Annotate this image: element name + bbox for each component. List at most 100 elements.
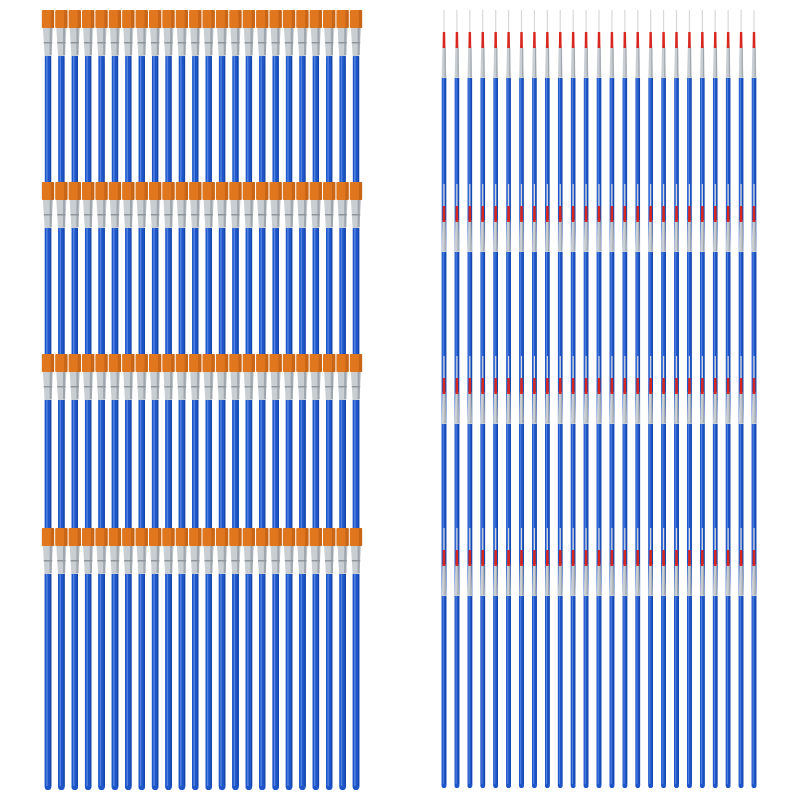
ferrule-shadow bbox=[344, 370, 347, 399]
ferrule-shadow bbox=[116, 370, 119, 399]
ferrule-shadow bbox=[304, 198, 307, 227]
handle-highlight bbox=[220, 572, 222, 786]
ferrule-shadow bbox=[49, 544, 52, 573]
brush-red-tip bbox=[623, 206, 627, 222]
brush-bristles bbox=[650, 528, 652, 550]
brush-bristles bbox=[520, 528, 523, 550]
bristle-shadow bbox=[104, 182, 108, 200]
ferrule-shadow bbox=[496, 222, 498, 251]
ferrule-shadow bbox=[170, 198, 173, 227]
ferrule-crimp bbox=[325, 560, 334, 562]
liner-brush bbox=[622, 528, 628, 788]
ferrule-shadow bbox=[143, 370, 146, 399]
ferrule-crimp bbox=[204, 386, 213, 388]
ferrule-crimp bbox=[338, 42, 347, 44]
bristle-shadow bbox=[90, 182, 95, 200]
flat-brush bbox=[175, 528, 189, 790]
bristle-shadow bbox=[211, 354, 215, 372]
brush-bristles bbox=[443, 10, 445, 32]
bristle-shadow bbox=[278, 528, 282, 546]
brush-bristles bbox=[598, 184, 600, 206]
ferrule-shadow bbox=[237, 370, 240, 399]
bristle-shadow bbox=[318, 528, 322, 546]
bristle-shadow bbox=[238, 182, 242, 200]
ferrule-crimp bbox=[124, 560, 133, 562]
ferrule-shadow bbox=[103, 198, 106, 227]
brush-red-tip bbox=[533, 32, 536, 48]
brush-bristles bbox=[585, 528, 587, 550]
ferrule-shadow bbox=[664, 566, 666, 595]
ferrule-shadow bbox=[483, 222, 485, 251]
brush-bristles bbox=[714, 528, 716, 550]
handle-highlight bbox=[72, 572, 75, 786]
brush-red-tip bbox=[584, 550, 588, 566]
handle-highlight bbox=[113, 572, 115, 786]
handle-highlight bbox=[455, 594, 457, 784]
flat-brush bbox=[189, 528, 202, 790]
handle-shadow bbox=[677, 594, 679, 784]
brush-bristles bbox=[714, 10, 716, 32]
brush-bristles bbox=[482, 10, 484, 32]
ferrule-shadow bbox=[304, 26, 307, 55]
brush-bristles bbox=[443, 184, 445, 206]
flat-brush bbox=[162, 528, 175, 790]
ferrule-shadow bbox=[170, 544, 173, 573]
bristle-shadow bbox=[77, 182, 81, 200]
brush-red-tip bbox=[520, 550, 523, 566]
brush-bristles bbox=[559, 356, 561, 378]
ferrule-crimp bbox=[57, 560, 66, 562]
bristle-shadow bbox=[251, 10, 255, 28]
ferrule-shadow bbox=[290, 198, 293, 227]
brush-red-tip bbox=[752, 378, 756, 394]
ferrule-shadow bbox=[250, 544, 253, 573]
bristle-shadow bbox=[171, 10, 175, 28]
ferrule-crimp bbox=[191, 386, 200, 388]
brush-bristles bbox=[675, 10, 678, 32]
brush-bristles bbox=[740, 356, 742, 378]
brush-bristles bbox=[585, 184, 587, 206]
ferrule-shadow bbox=[330, 26, 334, 55]
ferrule-crimp bbox=[325, 386, 334, 388]
bristle-shadow bbox=[171, 182, 175, 200]
ferrule-crimp bbox=[43, 560, 53, 562]
brush-bristles bbox=[727, 10, 729, 32]
liner-brush bbox=[712, 528, 718, 788]
ferrule-crimp bbox=[311, 560, 321, 562]
brush-red-tip bbox=[545, 550, 549, 566]
ferrule-crimp bbox=[258, 560, 267, 562]
brush-red-tip bbox=[494, 378, 498, 394]
ferrule-crimp bbox=[164, 42, 173, 44]
brush-red-tip bbox=[442, 378, 446, 394]
ferrule-shadow bbox=[457, 222, 459, 251]
liner-brush bbox=[609, 528, 615, 788]
flat-brush bbox=[349, 528, 363, 790]
brush-bristles bbox=[611, 184, 613, 206]
ferrule-shadow bbox=[651, 48, 653, 77]
ferrule-shadow bbox=[89, 370, 92, 399]
ferrule-shadow bbox=[444, 222, 446, 251]
brush-red-tip bbox=[610, 550, 614, 566]
handle-shadow bbox=[651, 594, 653, 784]
ferrule-crimp bbox=[124, 214, 133, 216]
brush-red-tip bbox=[688, 378, 691, 394]
brush-bristles bbox=[546, 184, 548, 206]
ferrule-shadow bbox=[483, 394, 485, 423]
ferrule-shadow bbox=[638, 222, 640, 251]
brush-red-tip bbox=[713, 206, 717, 222]
bristle-shadow bbox=[345, 354, 349, 372]
ferrule-shadow bbox=[586, 566, 588, 595]
handle-highlight bbox=[59, 572, 61, 786]
handle-highlight bbox=[623, 594, 625, 784]
ferrule-crimp bbox=[191, 42, 200, 44]
brush-red-tip bbox=[545, 206, 549, 222]
ferrule-crimp bbox=[110, 42, 120, 44]
ferrule-crimp bbox=[164, 214, 173, 216]
ferrule-crimp bbox=[298, 214, 307, 216]
handle-shadow bbox=[143, 572, 145, 786]
bristle-shadow bbox=[305, 10, 309, 28]
ferrule-crimp bbox=[97, 386, 106, 388]
ferrule-shadow bbox=[470, 222, 472, 251]
handle-highlight bbox=[520, 594, 522, 784]
ferrule-shadow bbox=[535, 48, 537, 77]
